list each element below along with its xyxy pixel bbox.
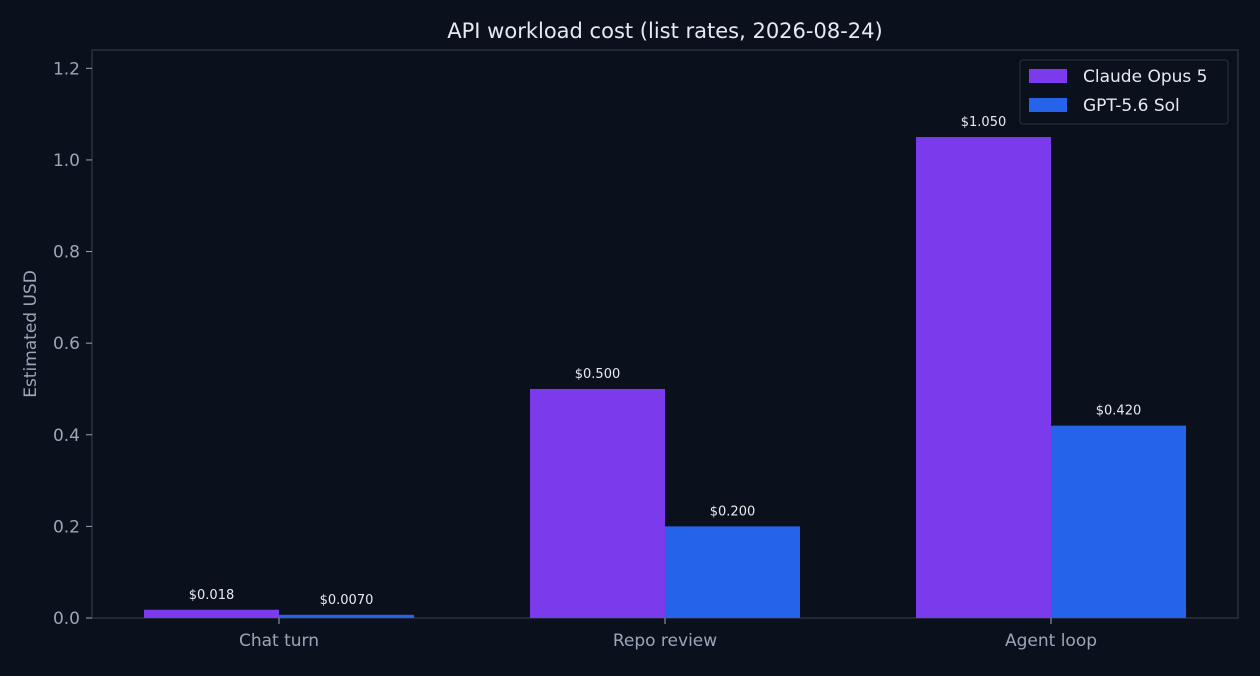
y-tick-label: 0.4: [53, 426, 80, 446]
legend-label: Claude Opus 5: [1083, 67, 1207, 87]
data-label: $1.050: [961, 115, 1007, 130]
plot-area: 0.0 0.2 0.4 0.6 0.8 1.0 1.2 Chat turn $0.018 $0.0…: [53, 49, 1239, 651]
data-label: $0.0070: [320, 593, 374, 608]
data-label: $0.500: [575, 367, 621, 382]
y-tick-label: 0.6: [53, 334, 80, 354]
x-tick-label: Repo review: [613, 631, 717, 651]
y-tick-label: 0.8: [53, 243, 80, 263]
x-tick-label: Chat turn: [239, 631, 319, 651]
legend-label: GPT-5.6 Sol: [1083, 96, 1180, 116]
legend-swatch: [1029, 98, 1067, 112]
y-tick-label: 0.2: [53, 517, 80, 537]
bar: [916, 137, 1051, 618]
bar: [665, 526, 800, 618]
y-axis-label: Estimated USD: [21, 270, 41, 398]
bar: [530, 388, 665, 618]
bar: [144, 609, 279, 618]
data-label: $0.420: [1096, 404, 1142, 419]
bar: [1051, 425, 1186, 618]
data-label: $0.200: [710, 504, 756, 519]
legend-swatch: [1029, 69, 1067, 83]
y-tick-label: 0.0: [53, 609, 80, 629]
legend: Claude Opus 5 GPT-5.6 Sol: [1019, 59, 1229, 125]
legend-box: [1019, 59, 1229, 125]
y-tick-label: 1.2: [53, 59, 80, 79]
y-tick-label: 1.0: [53, 151, 80, 171]
data-label: $0.018: [189, 588, 235, 603]
x-tick-label: Agent loop: [1005, 631, 1097, 651]
bar: [279, 614, 414, 618]
chart-title: API workload cost (list rates, 2026-08-2…: [447, 19, 882, 43]
